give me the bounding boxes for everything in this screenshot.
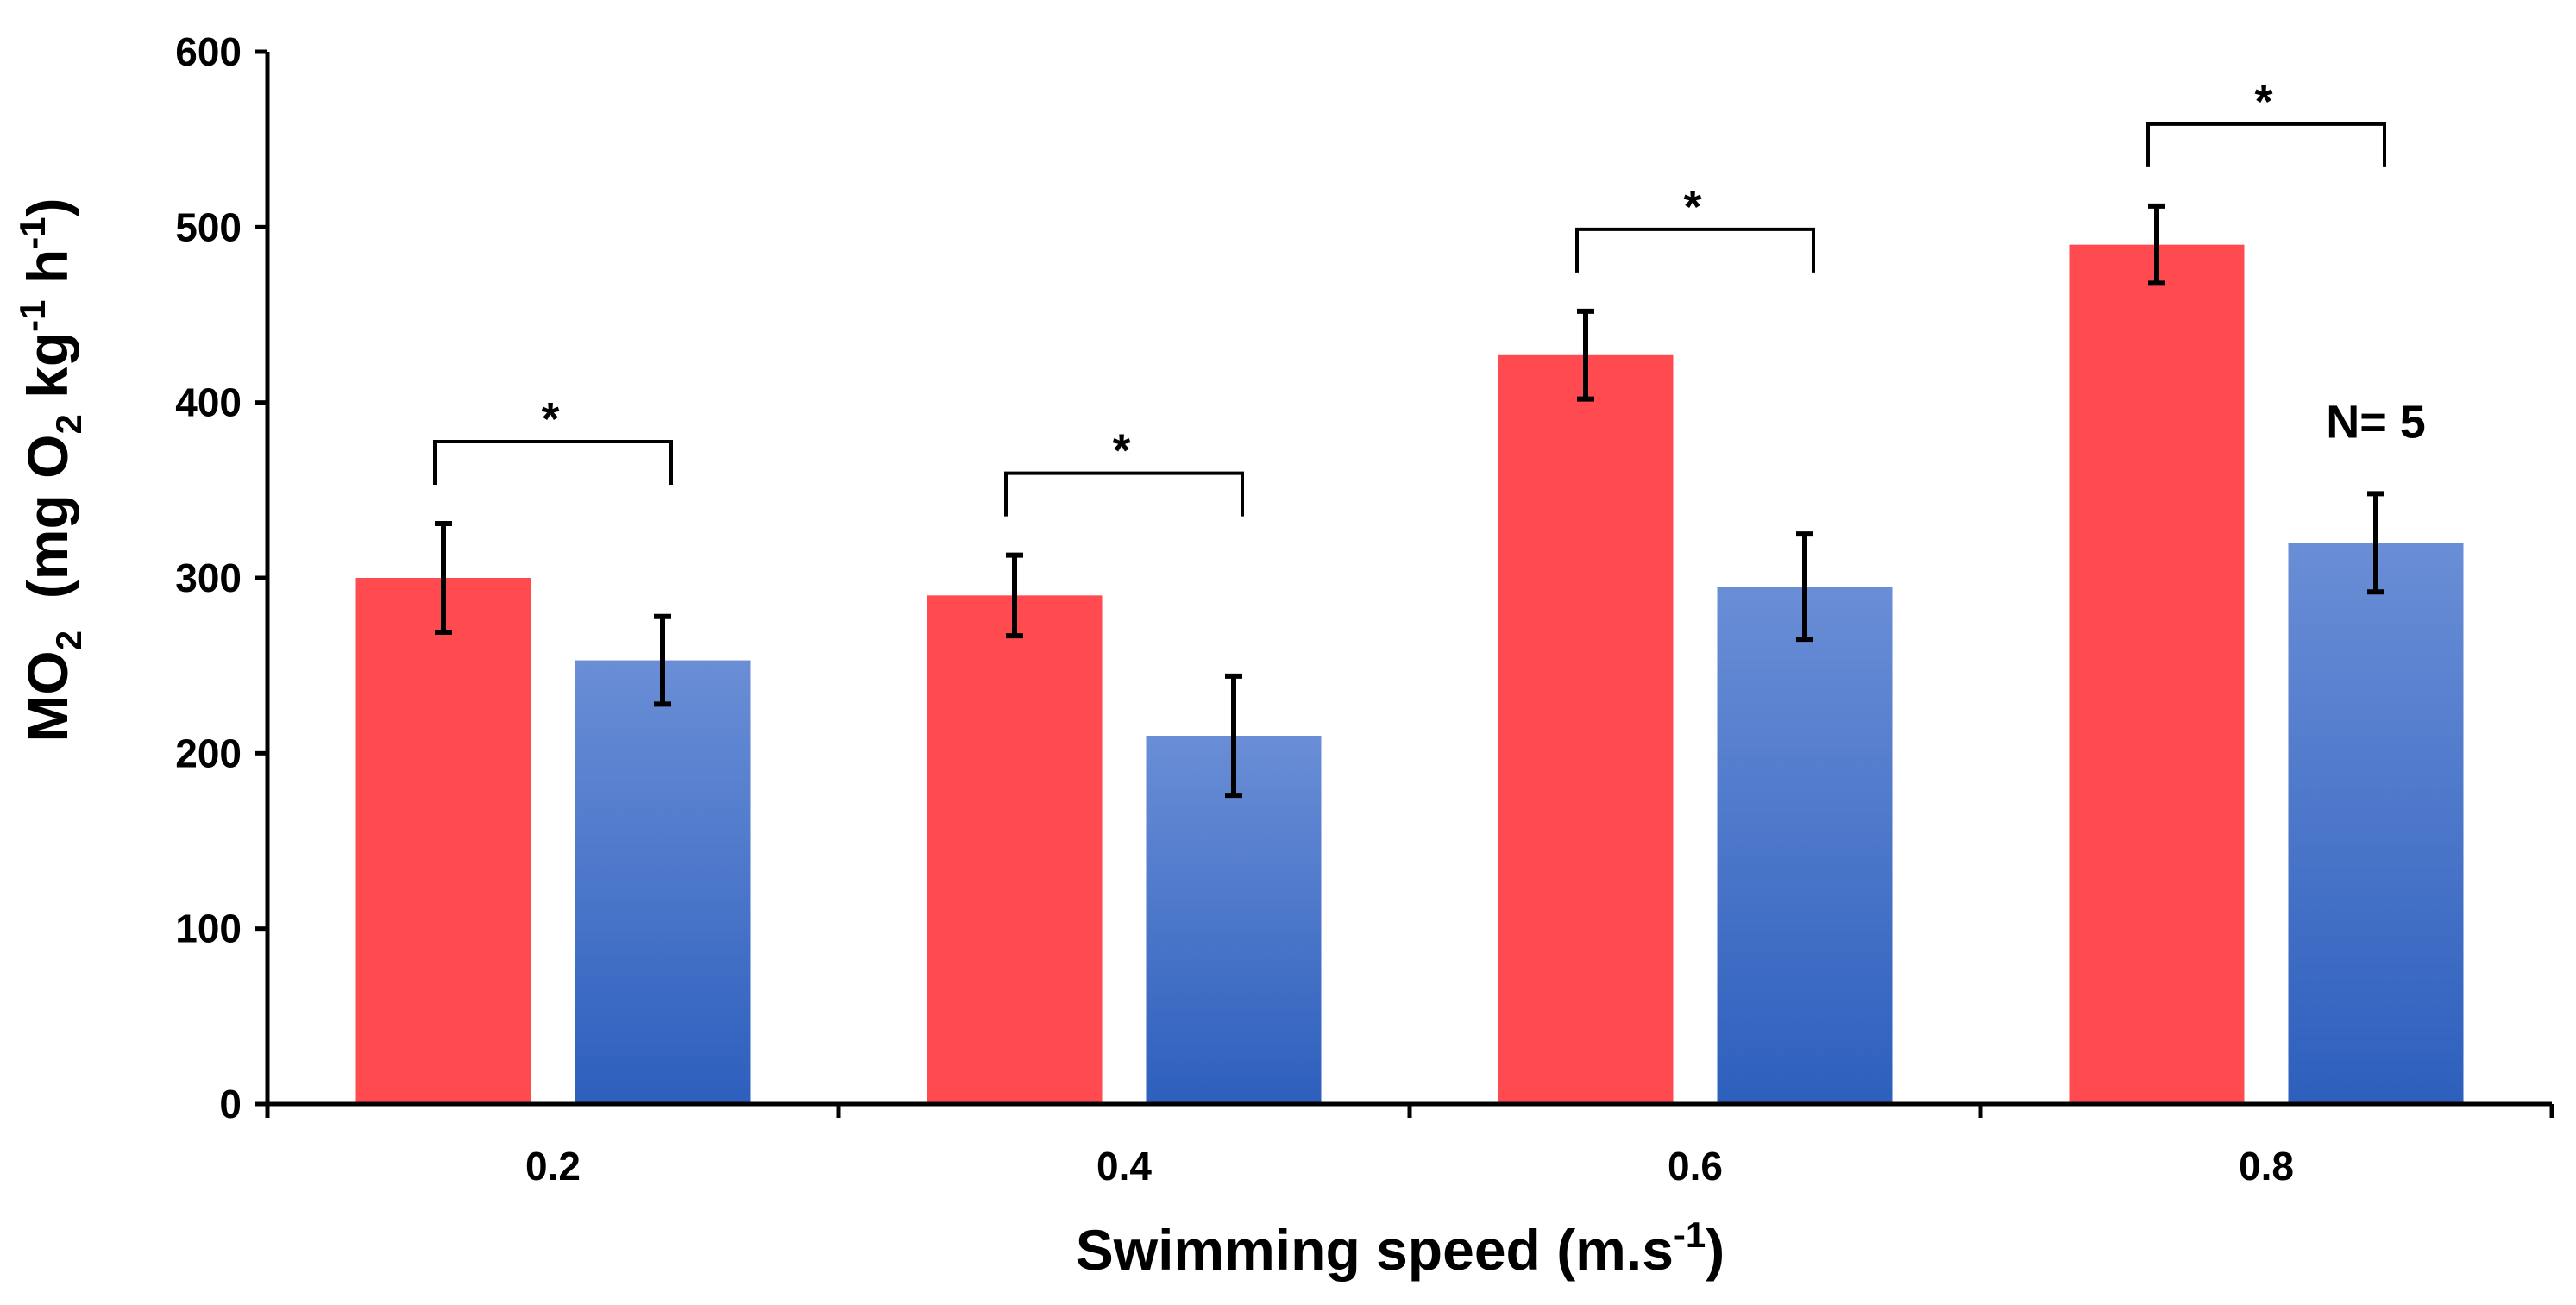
y-tick-label: 200 <box>175 731 242 775</box>
x-tick-label: 0.4 <box>1096 1144 1152 1189</box>
significance-marker: * <box>1112 425 1130 477</box>
bar <box>355 578 531 1104</box>
y-axis-title: MO2 (mg O2 kg-1 h-1) <box>12 198 89 742</box>
significance-bracket <box>1575 227 1815 273</box>
y-tick-label: 400 <box>175 380 242 425</box>
y-tick-label: 100 <box>175 907 242 951</box>
y-axis-title-part: (mg O <box>16 435 79 631</box>
x-tick-label: 0.8 <box>2239 1144 2294 1189</box>
bar <box>575 660 751 1104</box>
significance-bracket <box>433 439 673 485</box>
bar <box>927 595 1103 1104</box>
sample-size-label: N= 5 <box>2326 396 2426 448</box>
bar <box>2288 543 2464 1104</box>
significance-marker: * <box>541 393 559 445</box>
significance-marker: * <box>1683 181 1701 233</box>
x-axis-title-main: Swimming speed (m.s <box>1076 1218 1674 1282</box>
bar <box>2069 244 2245 1105</box>
y-axis-title-part: 2 <box>48 631 89 650</box>
y-axis-title-part: h <box>16 249 79 300</box>
x-axis-title: Swimming speed (m.s-1) <box>1076 1214 1725 1282</box>
bar <box>1498 354 1674 1104</box>
y-tick-label: 300 <box>175 555 242 600</box>
significance-bracket <box>2146 122 2386 167</box>
y-axis-title-part: -1 <box>12 299 53 331</box>
y-axis-title-part: ) <box>16 198 79 216</box>
y-axis-title-part: kg <box>16 332 79 414</box>
significance-marker: * <box>2254 76 2272 128</box>
y-tick-label: 500 <box>175 204 242 249</box>
y-tick-label: 600 <box>175 29 242 74</box>
significance-bracket <box>1004 471 1244 517</box>
y-axis-title-part: 2 <box>48 414 89 434</box>
y-axis-title-part: -1 <box>12 216 53 248</box>
plot-area: * * * * N= 5 0 100 200 300 400 500 600 0.2 0.4 0.6 0.8 <box>175 29 2554 1189</box>
x-axis-title-tail: ) <box>1706 1218 1725 1282</box>
y-axis-title-part: MO <box>16 650 79 742</box>
x-tick-label: 0.2 <box>525 1144 581 1189</box>
y-tick-label: 0 <box>219 1082 242 1126</box>
bar <box>1717 587 1893 1104</box>
x-axis-title-superscript: -1 <box>1674 1214 1706 1255</box>
x-tick-label: 0.6 <box>1668 1144 1723 1189</box>
